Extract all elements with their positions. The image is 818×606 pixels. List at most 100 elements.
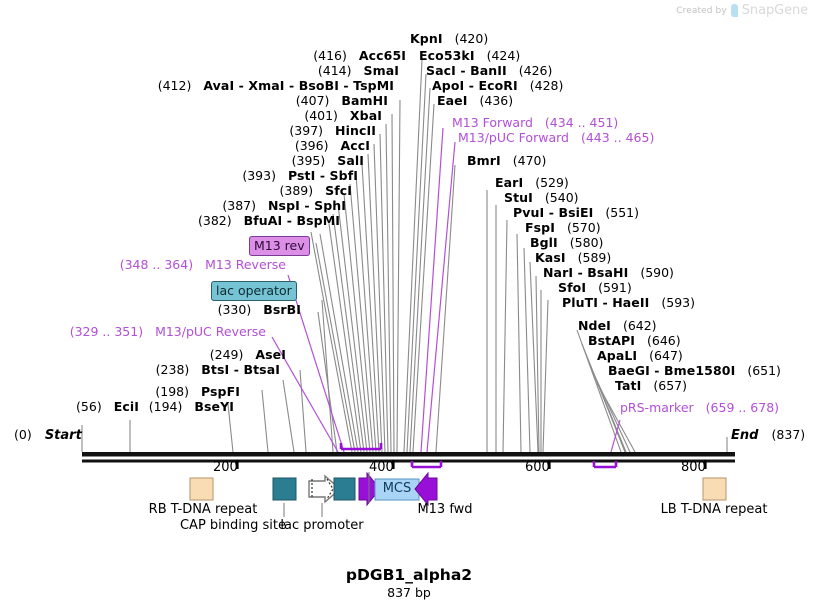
start-label: Start	[44, 428, 82, 443]
enzyme-position: (540)	[544, 190, 579, 205]
enzyme-label[interactable]: (397) HincII	[289, 124, 376, 137]
feature-label-mcs[interactable]: MCS	[382, 481, 412, 496]
enzyme-label[interactable]: FspI (570)	[525, 221, 601, 234]
enzyme-label[interactable]: NdeI (642)	[578, 319, 657, 332]
feature-caption-rb-tdna[interactable]: RB T-DNA repeat	[148, 502, 258, 517]
enzyme-name: BstAPI	[588, 333, 636, 348]
feature-shapes	[189, 471, 727, 507]
enzyme-position: (647)	[649, 348, 683, 363]
feature-chip-m13-rev[interactable]: M13 rev	[249, 235, 310, 256]
enzyme-label[interactable]: (412) AvaI - XmaI - BsoBI - TspMI	[158, 79, 394, 92]
enzyme-position: (416)	[313, 48, 347, 63]
enzyme-position: (198)	[155, 384, 189, 399]
enzyme-name: KasI	[535, 250, 566, 265]
enzyme-name: StuI	[504, 190, 533, 205]
enzyme-label[interactable]: (330) BsrBI	[217, 302, 301, 317]
enzyme-label[interactable]: (416) Acc65I	[313, 48, 406, 63]
enzyme-label[interactable]: KpnI (420)	[410, 32, 488, 45]
primer-label[interactable]: M13/pUC Forward (443 .. 465)	[458, 130, 654, 145]
enzyme-label[interactable]: KasI (589)	[535, 250, 612, 265]
enzyme-name: Eco53kI	[419, 48, 475, 63]
enzyme-position: (414)	[317, 63, 352, 78]
snapgene-wordmark: SnapGene	[741, 3, 808, 18]
enzyme-label[interactable]: SacI - BanII (426)	[426, 64, 552, 77]
plasmid-length: 837 bp	[387, 585, 431, 600]
enzyme-position: (56)	[76, 399, 102, 414]
feature-caption-cap-binding-site[interactable]: CAP binding site	[179, 518, 286, 533]
enzyme-name: Acc65I	[358, 48, 406, 63]
feature-caption-m13-fwd[interactable]: M13 fwd	[417, 502, 473, 517]
enzyme-label[interactable]: (249) AseI	[210, 348, 286, 361]
primer-label[interactable]: (329 .. 351) M13/pUC Reverse	[69, 324, 266, 339]
end-position: (837)	[771, 427, 806, 442]
ruler-ticks	[236, 460, 707, 469]
enzyme-name: ApaLI	[597, 348, 638, 363]
enzyme-position: (393)	[242, 168, 276, 183]
enzyme-name: BamHI	[341, 93, 388, 108]
primer-range: (329 .. 351)	[69, 324, 144, 339]
ruler-tick-label: 200	[213, 460, 238, 475]
enzyme-label[interactable]: BmrI (470)	[467, 154, 546, 167]
enzyme-position: (194)	[148, 399, 183, 414]
enzyme-position: (428)	[529, 78, 564, 93]
enzyme-position: (646)	[647, 333, 681, 348]
enzyme-label[interactable]: BglI (580)	[530, 235, 604, 250]
enzyme-label[interactable]: (401) XbaI	[304, 108, 382, 123]
enzyme-label[interactable]: (393) PstI - SbfI	[242, 168, 358, 183]
enzyme-position: (436)	[479, 93, 514, 108]
enzyme-label[interactable]: PluTI - HaeII (593)	[562, 296, 695, 309]
feature-caption-lac-promoter[interactable]: lac promoter	[280, 518, 364, 533]
enzyme-name: XbaI	[349, 108, 382, 123]
primer-name: M13 Forward	[452, 115, 533, 130]
enzyme-label[interactable]: (396) AccI	[294, 138, 370, 153]
primer-label[interactable]: M13 Forward (434 .. 451)	[452, 115, 618, 130]
ruler-tick-label: 400	[369, 460, 394, 475]
enzyme-label[interactable]: BstAPI (646)	[588, 333, 681, 348]
enzyme-label[interactable]: ApaLI (647)	[597, 348, 683, 363]
enzyme-label[interactable]: Eco53kI (424)	[419, 48, 520, 63]
enzyme-label[interactable]: (238) BtsI - BtsaI	[155, 362, 280, 377]
enzyme-label[interactable]: TatI (657)	[615, 379, 687, 392]
enzyme-label[interactable]: BaeGI - Bme1580I (651)	[608, 364, 781, 377]
enzyme-name: PspFI	[200, 384, 240, 399]
enzyme-position: (396)	[294, 138, 329, 153]
enzyme-position: (589)	[577, 250, 612, 265]
primer-label[interactable]: pRS-marker (659 .. 678)	[620, 400, 779, 415]
enzyme-label[interactable]: NarI - BsaHI (590)	[543, 266, 674, 279]
enzyme-label[interactable]: (382) BfuAI - BspMI	[198, 213, 340, 228]
enzyme-name: NspI - SphI	[268, 198, 346, 213]
enzyme-label[interactable]: (414) SmaI	[317, 63, 399, 78]
enzyme-position: (238)	[155, 362, 190, 377]
primer-label[interactable]: (348 .. 364) M13 Reverse	[120, 258, 286, 271]
enzyme-label[interactable]: (395) SalI	[292, 153, 364, 168]
enzyme-label[interactable]: (407) BamHI	[296, 93, 388, 108]
primer-name: M13/pUC Forward	[458, 130, 569, 145]
enzyme-label[interactable]: PvuI - BsiEI (551)	[513, 206, 639, 219]
enzyme-label[interactable]: SfoI (591)	[558, 280, 632, 295]
enzyme-position: (580)	[569, 235, 604, 250]
snapgene-credit: Created by SnapGene	[676, 3, 808, 18]
feature-caption-lb-tdna[interactable]: LB T-DNA repeat	[660, 502, 768, 517]
chip-label: lac operator	[211, 281, 297, 301]
enzyme-position: (330)	[217, 302, 252, 317]
dna-backbone	[82, 452, 735, 463]
enzyme-position: (382)	[198, 213, 232, 228]
end-label-group: End (837)	[731, 424, 805, 443]
enzyme-label[interactable]: (389) SfcI	[279, 184, 352, 197]
enzyme-position: (591)	[598, 280, 632, 295]
enzyme-label[interactable]: (198) PspFI	[155, 384, 240, 399]
enzyme-label[interactable]: (387) NspI - SphI	[222, 198, 346, 213]
enzyme-label[interactable]: StuI (540)	[504, 190, 579, 205]
primer-name: pRS-marker	[620, 400, 694, 415]
enzyme-name: BglI	[530, 235, 558, 250]
enzyme-label[interactable]: ApoI - EcoRI (428)	[432, 78, 564, 93]
enzyme-label[interactable]: (56) EciI	[76, 399, 139, 414]
enzyme-label[interactable]: (194) BseYI	[148, 399, 234, 414]
feature-chip-lac-operator[interactable]: lac operator	[211, 280, 297, 301]
end-label: End	[731, 428, 759, 443]
enzyme-label[interactable]: EarI (529)	[495, 176, 569, 189]
enzyme-position: (401)	[304, 108, 338, 123]
enzyme-label[interactable]: EaeI (436)	[437, 93, 514, 108]
enzyme-name: SalI	[337, 153, 364, 168]
